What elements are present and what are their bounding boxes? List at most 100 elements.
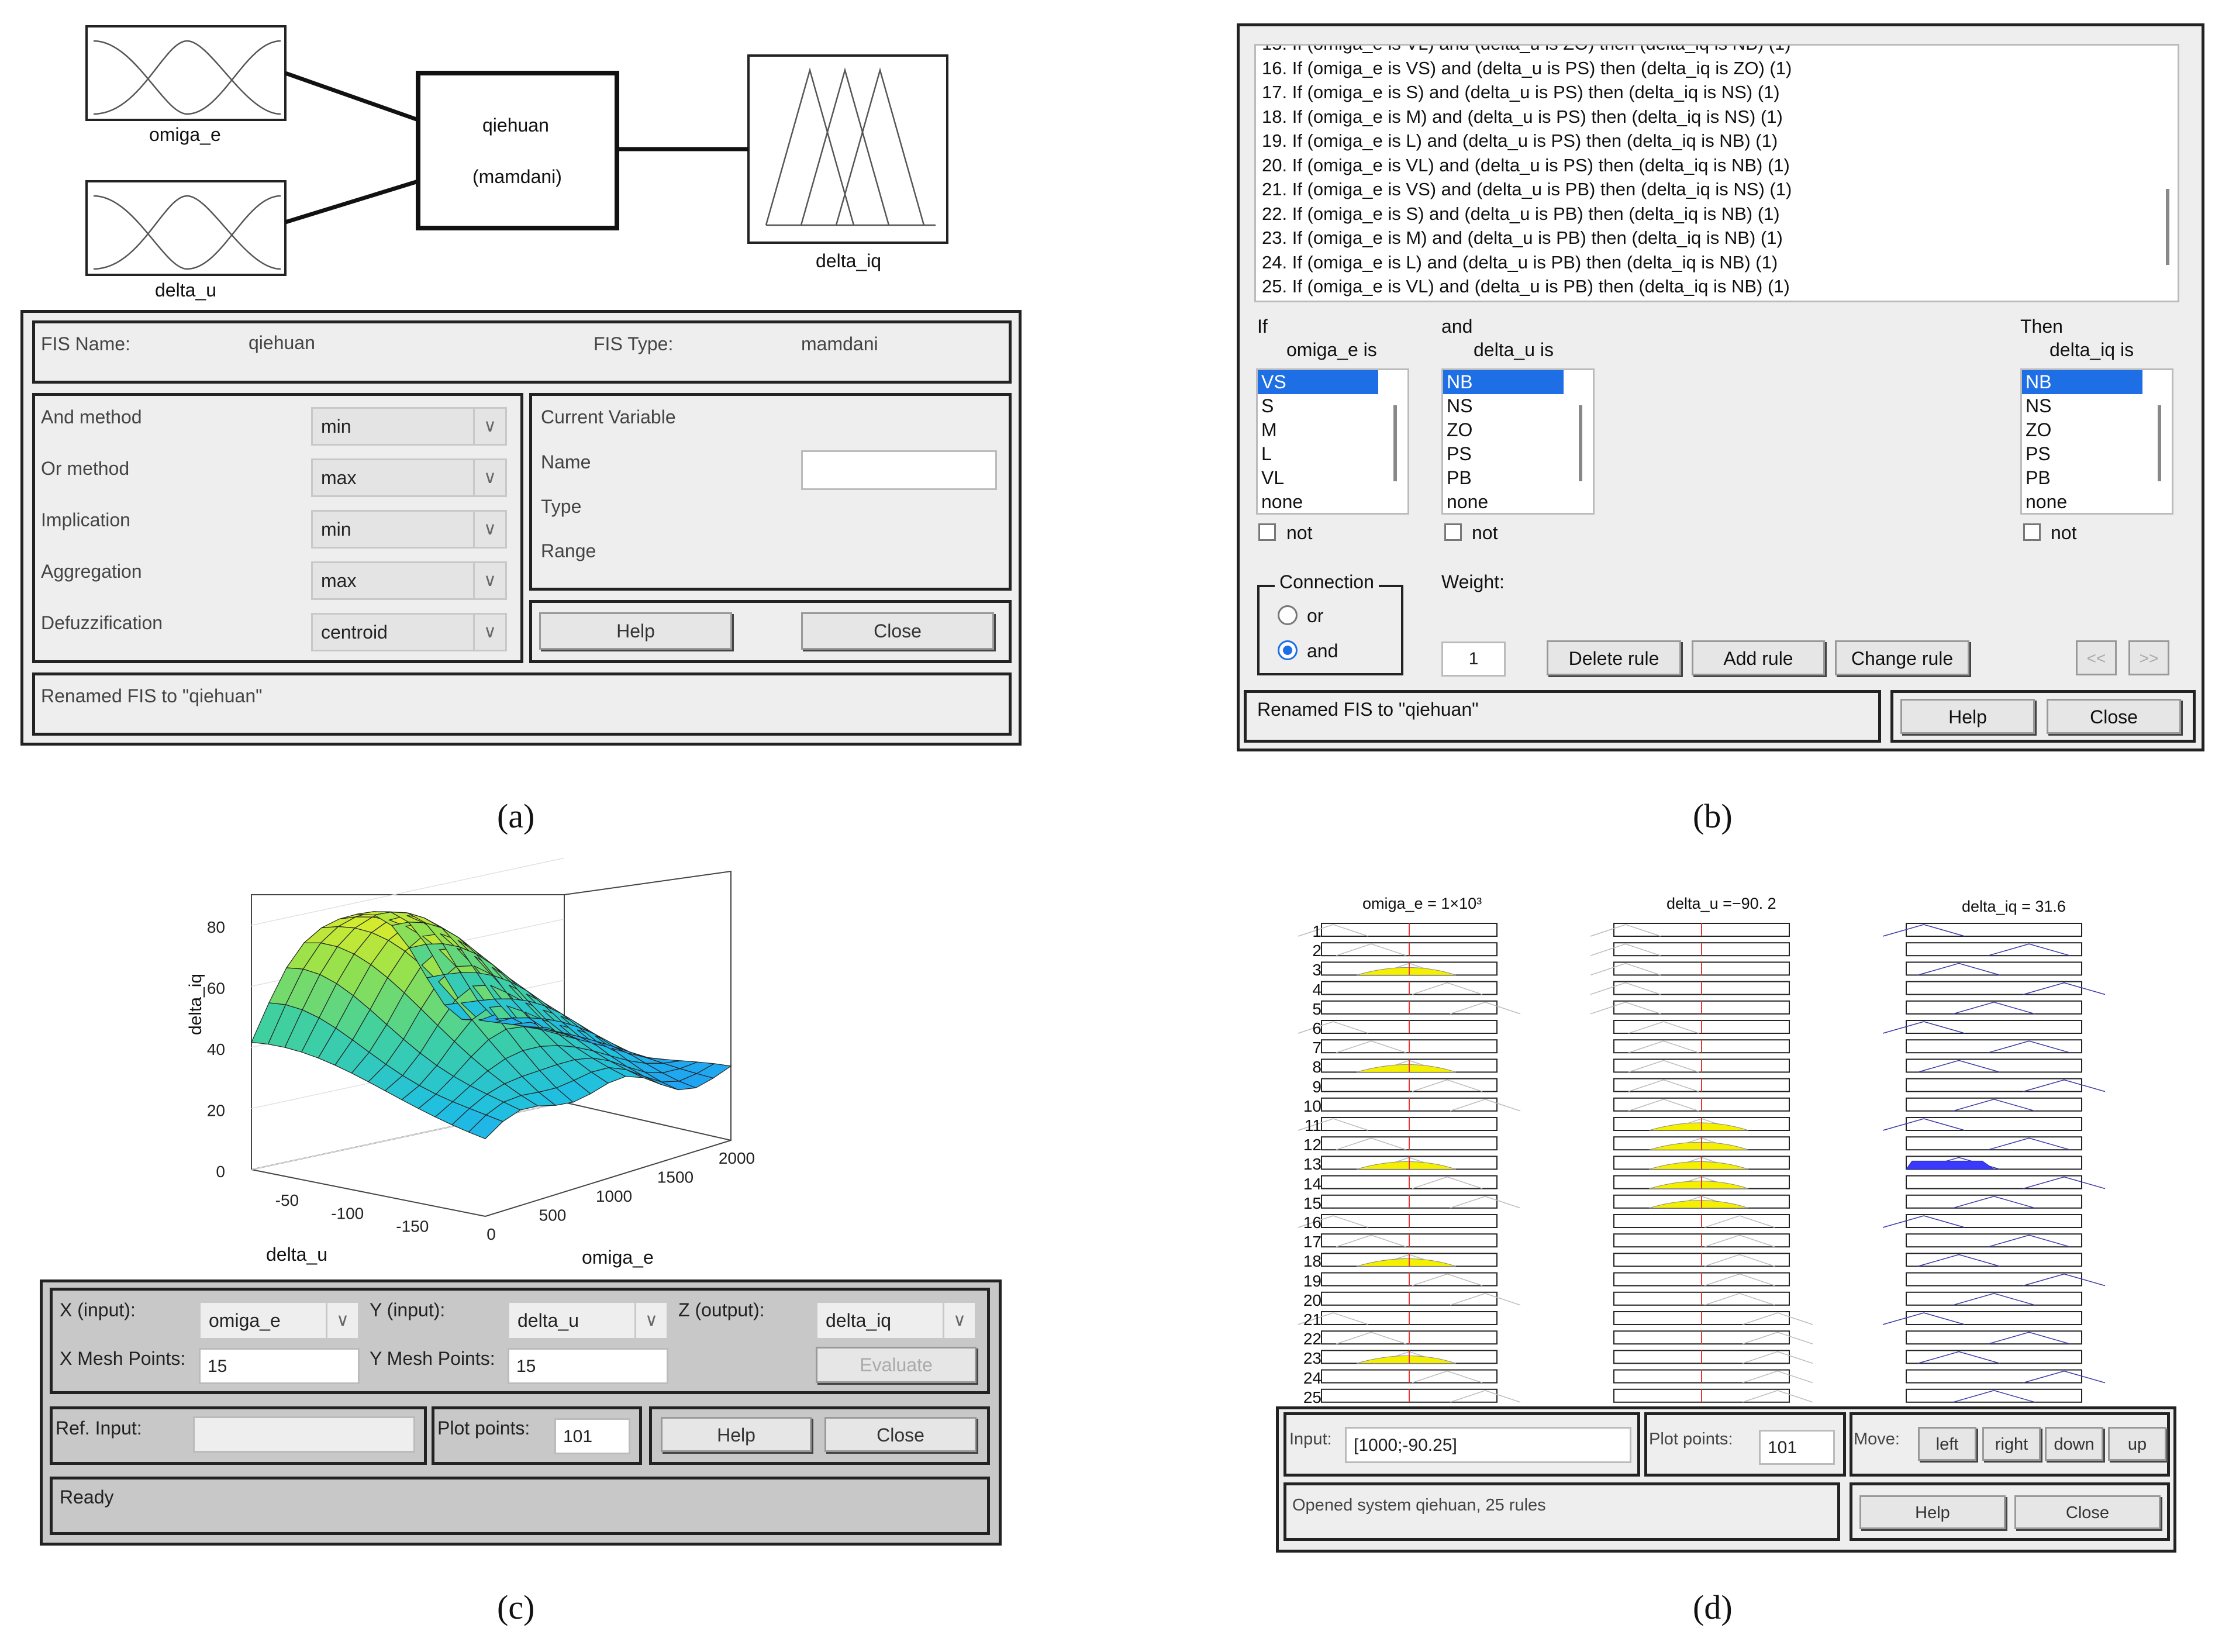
fis-type-label: FIS Type: bbox=[594, 333, 674, 354]
rule-item[interactable]: 25. If (omiga_e is VL) and (delta_u is P… bbox=[1262, 276, 1790, 296]
rule-item[interactable]: 24. If (omiga_e is L) and (delta_u is PB… bbox=[1262, 251, 1778, 273]
and-method-select[interactable]: min ∨ bbox=[311, 407, 507, 446]
list-item[interactable]: M bbox=[1261, 419, 1277, 440]
ref-input-field[interactable] bbox=[193, 1416, 415, 1453]
list-item[interactable]: NS bbox=[1447, 395, 1473, 416]
rule-item[interactable]: 15. If (omiga_e is VL) and (delta_u is Z… bbox=[1262, 46, 1792, 56]
not-checkbox-2[interactable] bbox=[1444, 523, 1462, 541]
rule-cell bbox=[1613, 1097, 1790, 1112]
rv-plot-points-field[interactable]: 101 bbox=[1759, 1430, 1835, 1465]
surface-close-button[interactable]: Close bbox=[824, 1417, 977, 1452]
list-item[interactable]: S bbox=[1261, 395, 1274, 416]
list-item[interactable]: PS bbox=[1447, 443, 1472, 464]
list-item[interactable]: none bbox=[1447, 491, 1489, 512]
delete-rule-button[interactable]: Delete rule bbox=[1547, 640, 1681, 675]
delta-iq-list[interactable]: NB NS ZO PS PB none bbox=[2020, 368, 2173, 515]
list-item[interactable]: NS bbox=[2026, 395, 2052, 416]
defuzzification-select[interactable]: centroid ∨ bbox=[311, 613, 507, 651]
implication-label: Implication bbox=[41, 509, 130, 530]
z-output-label: Z (output): bbox=[678, 1299, 765, 1320]
move-left-button[interactable]: left bbox=[1918, 1427, 1976, 1461]
x-input-select[interactable]: omiga_e ∨ bbox=[199, 1301, 360, 1340]
list-item[interactable]: PB bbox=[2026, 467, 2051, 488]
header-delta-u: delta_u =−90. 2 bbox=[1666, 895, 1776, 912]
y-mesh-field[interactable]: 15 bbox=[508, 1348, 668, 1384]
rule-cell bbox=[1882, 1117, 2082, 1131]
list-item[interactable]: NB bbox=[2022, 370, 2142, 394]
or-radio[interactable] bbox=[1278, 605, 1298, 625]
x-mesh-field[interactable]: 15 bbox=[199, 1348, 360, 1384]
list-item[interactable]: none bbox=[2026, 491, 2068, 512]
list-item[interactable]: PB bbox=[1447, 467, 1472, 488]
list-item[interactable]: VS bbox=[1258, 370, 1378, 394]
rule-item[interactable]: 20. If (omiga_e is VL) and (delta_u is P… bbox=[1262, 154, 1790, 175]
z-output-value: delta_iq bbox=[826, 1310, 892, 1331]
rule-cell bbox=[1321, 981, 1498, 995]
close-button[interactable]: Close bbox=[801, 612, 994, 650]
variable-name-field[interactable] bbox=[801, 450, 997, 490]
rule-item[interactable]: 18. If (omiga_e is M) and (delta_u is PS… bbox=[1262, 106, 1783, 127]
fis-diagram bbox=[85, 25, 948, 276]
rule-cell bbox=[1882, 1020, 2082, 1034]
z-output-select[interactable]: delta_iq ∨ bbox=[816, 1301, 977, 1340]
rule-cell bbox=[1906, 1194, 2082, 1209]
rule-item[interactable]: 16. If (omiga_e is VS) and (delta_u is P… bbox=[1262, 57, 1792, 78]
delta-u-list[interactable]: NB NS ZO PS PB none bbox=[1441, 368, 1595, 515]
next-button[interactable]: >> bbox=[2128, 640, 2169, 675]
help-button[interactable]: Help bbox=[539, 612, 732, 650]
plot-points-label: Plot points: bbox=[437, 1418, 530, 1439]
evaluate-button[interactable]: Evaluate bbox=[816, 1347, 977, 1383]
list-item[interactable]: L bbox=[1261, 443, 1272, 464]
rule-item[interactable]: 21. If (omiga_e is VS) and (delta_u is P… bbox=[1262, 179, 1792, 199]
rule-list[interactable]: 15. If (omiga_e is VL) and (delta_u is Z… bbox=[1254, 44, 2179, 302]
not-checkbox-1[interactable] bbox=[1258, 523, 1276, 541]
move-up-button[interactable]: up bbox=[2108, 1427, 2166, 1461]
rule-help-button[interactable]: Help bbox=[1900, 699, 2035, 734]
rv-plot-points-label: Plot points: bbox=[1649, 1430, 1733, 1448]
rule-cell bbox=[1613, 1117, 1790, 1131]
not-checkbox-3[interactable] bbox=[2023, 523, 2041, 541]
implication-select[interactable]: min ∨ bbox=[311, 510, 507, 549]
or-method-select[interactable]: max ∨ bbox=[311, 458, 507, 497]
add-rule-button[interactable]: Add rule bbox=[1692, 640, 1825, 675]
rule-cell bbox=[1321, 1272, 1498, 1287]
prev-button[interactable]: << bbox=[2076, 640, 2117, 675]
list-item[interactable]: NB bbox=[1443, 370, 1564, 394]
rv-close-button[interactable]: Close bbox=[2014, 1495, 2161, 1529]
scrollbar[interactable] bbox=[2166, 189, 2169, 265]
list-item[interactable]: PS bbox=[2026, 443, 2051, 464]
rule-item[interactable]: 22. If (omiga_e is S) and (delta_u is PB… bbox=[1262, 203, 1780, 224]
rule-item[interactable]: 19. If (omiga_e is L) and (delta_u is PS… bbox=[1262, 130, 1778, 151]
rule-item[interactable]: 23. If (omiga_e is M) and (delta_u is PB… bbox=[1262, 227, 1783, 248]
rule-cell bbox=[1613, 1388, 1813, 1403]
rule-item[interactable]: 17. If (omiga_e is S) and (delta_u is PS… bbox=[1262, 82, 1780, 102]
rv-input-field[interactable]: [1000;-90.25] bbox=[1345, 1427, 1631, 1463]
list-item[interactable]: ZO bbox=[1447, 419, 1473, 440]
list-item[interactable]: VL bbox=[1261, 467, 1285, 488]
rv-help-button[interactable]: Help bbox=[1859, 1495, 2006, 1529]
move-right-button[interactable]: right bbox=[1982, 1427, 2041, 1461]
y-mesh-label: Y Mesh Points: bbox=[370, 1348, 495, 1369]
list-item[interactable]: ZO bbox=[2026, 419, 2052, 440]
y-input-select[interactable]: delta_u ∨ bbox=[508, 1301, 668, 1340]
rule-cell bbox=[1906, 961, 2082, 976]
surface-help-button[interactable]: Help bbox=[661, 1417, 812, 1452]
ref-input-label: Ref. Input: bbox=[56, 1418, 142, 1439]
weight-field[interactable]: 1 bbox=[1441, 642, 1506, 677]
rule-close-button[interactable]: Close bbox=[2047, 699, 2181, 734]
and-method-label: And method bbox=[41, 406, 142, 427]
omiga-e-list[interactable]: VS S M L VL none bbox=[1256, 368, 1409, 515]
move-down-button[interactable]: down bbox=[2045, 1427, 2103, 1461]
fis-name-label: FIS Name: bbox=[41, 333, 130, 354]
rule-cell bbox=[1613, 1291, 1790, 1306]
rule-row-number: 11 bbox=[1304, 1116, 1322, 1134]
implication-value: min bbox=[321, 519, 351, 540]
list-item[interactable]: none bbox=[1261, 491, 1303, 512]
rule-cell bbox=[1906, 942, 2082, 957]
aggregation-select[interactable]: max ∨ bbox=[311, 561, 507, 600]
change-rule-button[interactable]: Change rule bbox=[1835, 640, 1969, 675]
plot-points-field[interactable]: 101 bbox=[554, 1418, 630, 1454]
and-radio[interactable] bbox=[1278, 640, 1298, 660]
rule-cell bbox=[1613, 1311, 1813, 1325]
input2-label: delta_u bbox=[155, 280, 216, 301]
